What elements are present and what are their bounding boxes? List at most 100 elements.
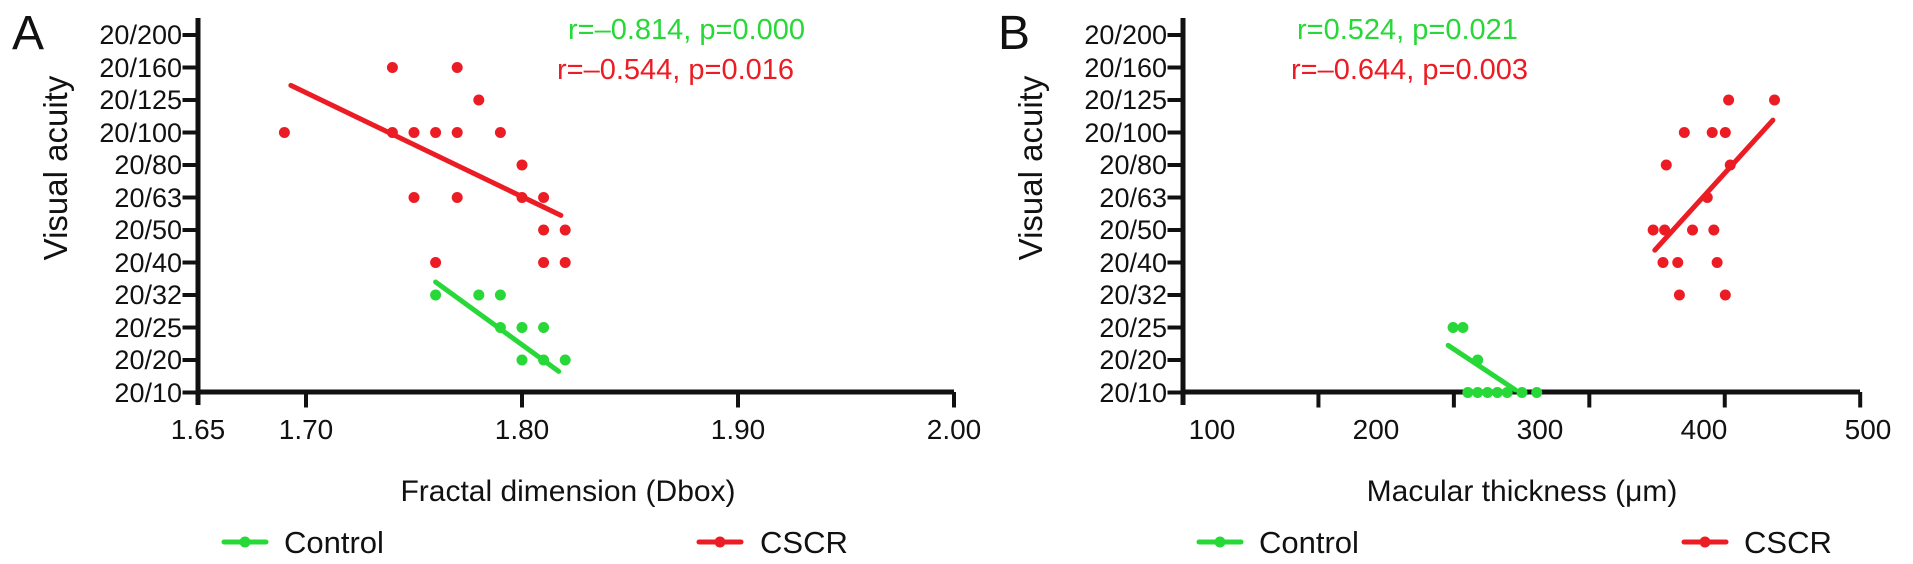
data-point-cscr bbox=[451, 127, 463, 138]
data-point-cscr bbox=[1719, 127, 1731, 138]
data-point-control bbox=[1516, 387, 1528, 398]
data-point-cscr bbox=[473, 94, 485, 106]
data-point-cscr bbox=[386, 62, 398, 73]
x-tick-label: 400 bbox=[1680, 414, 1728, 445]
data-point-cscr bbox=[451, 192, 463, 203]
data-point-cscr bbox=[1708, 224, 1720, 236]
data-point-control bbox=[1491, 387, 1503, 398]
data-point-cscr bbox=[408, 192, 420, 203]
y-tick-label: 20/10 bbox=[1099, 377, 1167, 408]
data-point-control bbox=[1501, 387, 1513, 398]
panel-a-letter: A bbox=[12, 7, 45, 60]
y-tick-label: 20/32 bbox=[114, 280, 182, 310]
trend-line-control bbox=[433, 279, 562, 374]
data-point-cscr bbox=[559, 224, 571, 236]
data-point-cscr bbox=[408, 127, 420, 138]
panel-a-x-axis-title: Fractal dimension (Dbox) bbox=[400, 475, 736, 508]
data-point-cscr bbox=[1719, 289, 1731, 301]
y-tick-label: 20/100 bbox=[1084, 117, 1167, 148]
y-tick-label: 20/160 bbox=[1084, 52, 1167, 83]
data-point-cscr bbox=[494, 127, 506, 138]
x-tick-label: 100 bbox=[1188, 414, 1236, 445]
data-point-cscr bbox=[278, 127, 290, 138]
data-point-cscr bbox=[1711, 257, 1723, 268]
y-tick-label: 20/63 bbox=[114, 182, 182, 213]
y-tick-label: 20/40 bbox=[1099, 247, 1167, 278]
y-tick-label: 20/160 bbox=[99, 52, 182, 83]
y-tick-label: 20/50 bbox=[1099, 215, 1167, 245]
legend-label-control-a: Control bbox=[284, 525, 384, 560]
panel-b-annotation-control: r=0.524, p=0.021 bbox=[1297, 14, 1518, 46]
data-point-control bbox=[473, 289, 485, 301]
data-point-control bbox=[538, 322, 550, 333]
legend-marker-dot-cscr bbox=[714, 536, 726, 548]
data-point-cscr bbox=[1673, 289, 1685, 301]
y-tick-label: 20/200 bbox=[99, 20, 182, 50]
y-tick-label: 20/25 bbox=[1099, 312, 1167, 343]
trend-line-control bbox=[1445, 342, 1518, 393]
y-tick-label: 20/80 bbox=[114, 150, 182, 180]
data-point-cscr bbox=[1769, 94, 1781, 106]
y-tick-label: 20/20 bbox=[114, 345, 182, 375]
x-tick-label: 1.70 bbox=[278, 414, 334, 445]
y-tick-label: 20/125 bbox=[1084, 85, 1167, 115]
data-point-cscr bbox=[1672, 257, 1684, 268]
data-point-cscr bbox=[516, 159, 528, 171]
data-point-cscr bbox=[1723, 94, 1735, 106]
data-point-cscr bbox=[1678, 127, 1690, 138]
data-point-control bbox=[1462, 387, 1474, 398]
y-tick-label: 20/63 bbox=[1099, 182, 1167, 213]
x-tick-label: 300 bbox=[1516, 414, 1564, 445]
data-point-control bbox=[1457, 322, 1469, 333]
data-point-cscr bbox=[538, 257, 550, 268]
y-tick-label: 20/40 bbox=[114, 247, 182, 278]
legend-marker-dot-control bbox=[239, 536, 251, 548]
y-tick-label: 20/32 bbox=[1099, 280, 1167, 310]
data-point-cscr bbox=[430, 127, 442, 138]
legend-marker-dot-control bbox=[1214, 536, 1226, 548]
data-point-cscr bbox=[430, 257, 442, 268]
panel-a-annotation-cscr: r=–0.544, p=0.016 bbox=[557, 54, 795, 86]
data-point-cscr bbox=[1657, 257, 1669, 268]
x-tick-label: 2.00 bbox=[926, 414, 982, 445]
data-point-control bbox=[494, 289, 506, 301]
data-point-cscr bbox=[1687, 224, 1699, 236]
panel-a-annotation-control: r=–0.814, p=0.000 bbox=[568, 14, 806, 46]
data-point-control bbox=[1482, 387, 1494, 398]
legend-label-cscr-a: CSCR bbox=[760, 525, 848, 560]
data-point-control bbox=[1447, 322, 1459, 333]
x-tick-label: 500 bbox=[1844, 414, 1892, 445]
y-tick-label: 20/80 bbox=[1099, 150, 1167, 180]
x-tick-label: 200 bbox=[1352, 414, 1400, 445]
y-tick-label: 20/10 bbox=[114, 377, 182, 408]
x-tick-label: 1.65 bbox=[170, 414, 226, 445]
data-point-cscr bbox=[538, 192, 550, 203]
data-point-control bbox=[1531, 387, 1543, 398]
panel-b-annotation-cscr: r=–0.644, p=0.003 bbox=[1291, 54, 1529, 86]
y-tick-label: 20/20 bbox=[1099, 345, 1167, 375]
trend-line-cscr bbox=[1652, 117, 1776, 253]
y-tick-label: 20/50 bbox=[114, 215, 182, 245]
data-point-cscr bbox=[559, 257, 571, 268]
data-point-control bbox=[516, 354, 528, 366]
data-point-cscr bbox=[538, 224, 550, 236]
data-point-cscr bbox=[1647, 224, 1659, 236]
panel-b-y-axis-title: Visual acuity bbox=[1012, 75, 1049, 261]
panel-b-x-axis-title: Macular thickness (μm) bbox=[1366, 475, 1678, 508]
x-tick-label: 1.90 bbox=[710, 414, 766, 445]
data-point-cscr bbox=[451, 62, 463, 73]
y-tick-label: 20/200 bbox=[1084, 20, 1167, 50]
y-tick-label: 20/25 bbox=[114, 312, 182, 343]
data-point-control bbox=[559, 354, 571, 366]
panel-b-letter: B bbox=[998, 7, 1031, 60]
data-point-control bbox=[516, 322, 528, 333]
data-point-cscr bbox=[1706, 127, 1718, 138]
legend-label-cscr-b: CSCR bbox=[1744, 525, 1832, 560]
trend-line-cscr bbox=[288, 82, 564, 218]
legend-marker-dot-cscr bbox=[1699, 536, 1711, 548]
legend-label-control-b: Control bbox=[1259, 525, 1359, 560]
y-tick-label: 20/100 bbox=[99, 117, 182, 148]
x-tick-label: 1.80 bbox=[494, 414, 550, 445]
